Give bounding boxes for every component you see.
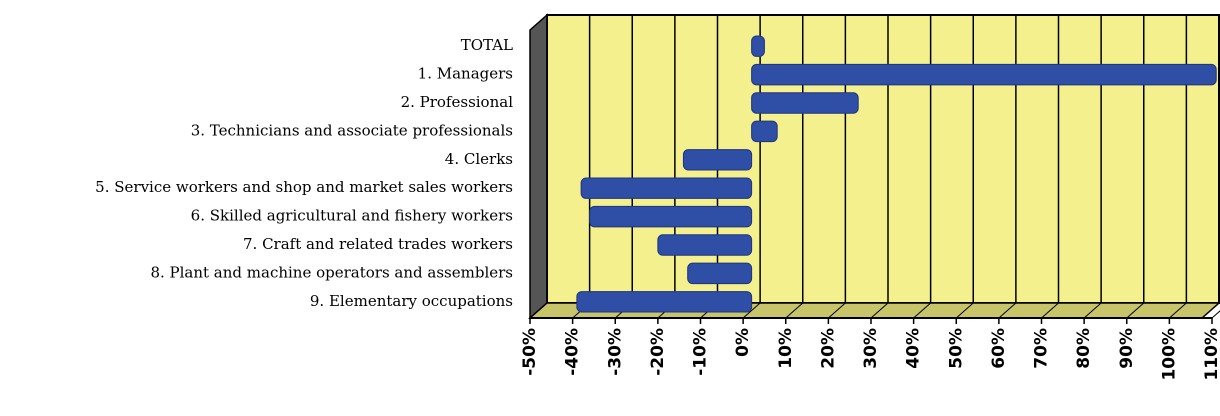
category-label: TOTAL (461, 36, 513, 54)
side-wall (529, 13, 548, 320)
category-label: 5. Service workers and shop and market s… (95, 178, 513, 196)
x-tick-label: 40% (904, 328, 924, 369)
bar (751, 120, 778, 143)
category-label: 3. Technicians and associate professiona… (191, 121, 513, 139)
bar (589, 205, 753, 228)
category-label: 8. Plant and machine operators and assem… (150, 263, 513, 281)
x-tick-label: 90% (1117, 328, 1137, 369)
x-tick-label: 100% (1159, 328, 1179, 381)
grid-line (1126, 302, 1145, 319)
x-tick-label: 110% (1202, 328, 1220, 381)
category-label: 6. Skilled agricultural and fishery work… (191, 207, 513, 225)
x-tick-label: 80% (1074, 328, 1094, 369)
grid-line (785, 302, 804, 319)
x-tick-label: 60% (989, 328, 1009, 369)
grid-line (529, 302, 548, 319)
back-wall (546, 14, 1220, 304)
bar (657, 234, 753, 256)
x-tick-label: -10% (691, 328, 711, 376)
grid-line (870, 302, 889, 319)
x-tick-label: -50% (520, 328, 540, 376)
x-tick-label: 20% (818, 328, 838, 369)
bar (687, 262, 753, 285)
grid-line (1083, 302, 1102, 319)
x-tick-label: -40% (563, 328, 583, 376)
bar (682, 149, 753, 171)
grid-line (913, 302, 931, 319)
category-label: 4. Clerks (445, 150, 513, 168)
x-tick-label: -30% (605, 328, 625, 376)
category-label: 9. Elementary occupations (310, 292, 513, 310)
x-tick-label: 0% (733, 328, 753, 357)
category-label: 1. Managers (418, 65, 513, 83)
x-tick-label: 10% (776, 328, 796, 369)
grid-line (828, 302, 846, 319)
bar (751, 35, 765, 57)
bar (580, 177, 753, 199)
plot (528, 13, 1220, 324)
category-label: 2. Professional (401, 93, 514, 111)
grid-line (955, 302, 974, 319)
category-label: 7. Craft and related trades workers (243, 235, 513, 253)
x-tick-label: 30% (861, 328, 881, 369)
bar (576, 291, 753, 313)
grid-line (1041, 302, 1059, 319)
grid-line (1211, 310, 1220, 319)
bar (751, 92, 859, 114)
bar (751, 63, 1217, 86)
grid-line (1169, 302, 1187, 319)
x-tick-label: 70% (1032, 328, 1052, 369)
x-tick-label: -20% (648, 328, 668, 376)
grid-line (742, 302, 761, 319)
grid-line (998, 302, 1017, 319)
x-tick-label: 50% (946, 328, 966, 369)
